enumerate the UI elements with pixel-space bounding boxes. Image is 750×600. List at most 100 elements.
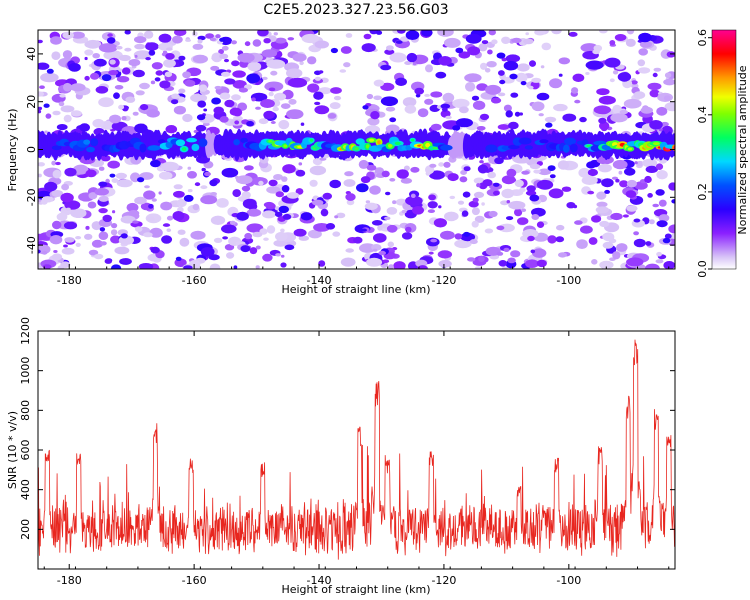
heatmap-speckle (529, 194, 540, 202)
heatmap-speckle (221, 224, 237, 234)
heatmap-speckle (501, 175, 516, 185)
heatmap-speckle (604, 57, 621, 68)
heatmap-band-cell (86, 146, 95, 153)
heatmap-speckle (143, 232, 153, 238)
heatmap-speckle (362, 105, 369, 110)
heatmap-speckle (58, 101, 65, 107)
heatmap-speckle (183, 265, 193, 269)
heatmap-speckle (64, 200, 81, 210)
heatmap-speckle (363, 33, 372, 40)
heatmap-speckle (278, 119, 290, 130)
heatmap-speckle (43, 103, 50, 108)
heatmap-speckle (255, 106, 261, 110)
heatmap-speckle (94, 188, 110, 196)
heatmap-speckle (462, 191, 471, 198)
heatmap-speckle (163, 58, 176, 68)
heatmap-speckle (530, 249, 536, 254)
heatmap-speckle (476, 126, 486, 131)
heatmap-speckle (187, 171, 197, 179)
heatmap-speckle (493, 182, 500, 187)
heatmap-speckle (644, 175, 652, 184)
heatmap-speckle (455, 47, 464, 54)
snr-x-tick-label: -100 (556, 574, 581, 587)
heatmap-speckle (263, 110, 275, 119)
heatmap-speckle (314, 105, 330, 115)
heatmap-speckle (430, 91, 443, 98)
heatmap-speckle (238, 87, 248, 93)
heatmap-speckle (252, 39, 262, 47)
heatmap-speckle (229, 220, 236, 225)
heatmap-speckle (623, 98, 642, 109)
heatmap-speckle (274, 211, 283, 217)
heatmap-x-ticks: -180 -160 -140 -120 -100 (43, 30, 670, 287)
heatmap-speckle (307, 56, 317, 65)
heatmap-speckle (154, 77, 161, 82)
heatmap-speckle (313, 91, 324, 100)
heatmap-speckle (447, 173, 459, 182)
heatmap-speckle (284, 244, 295, 251)
heatmap-speckle (282, 213, 292, 220)
heatmap-speckle (268, 179, 278, 187)
heatmap-speckle (111, 264, 122, 269)
heatmap-speckle (505, 110, 513, 118)
heatmap-speckle (596, 88, 610, 96)
heatmap-speckle (247, 61, 262, 72)
heatmap-speckle (53, 250, 58, 253)
heatmap-speckle (209, 263, 221, 269)
heatmap-speckle (64, 167, 77, 177)
heatmap-speckle (558, 73, 563, 77)
heatmap-speckle (288, 98, 297, 105)
heatmap-band-cell (508, 144, 520, 150)
heatmap-speckle (211, 52, 223, 63)
heatmap-speckle (501, 57, 508, 62)
heatmap-speckle (111, 223, 118, 229)
heatmap-speckle (655, 259, 664, 264)
heatmap-speckle (587, 190, 595, 195)
heatmap-speckle (553, 103, 568, 112)
heatmap-speckle (599, 220, 610, 228)
heatmap-speckle (175, 256, 182, 261)
heatmap-speckle (244, 232, 253, 240)
heatmap-speckle (38, 106, 43, 111)
heatmap-speckle (262, 210, 276, 219)
heatmap-speckle (184, 79, 196, 87)
heatmap-speckle (273, 239, 288, 247)
heatmap-band-cell (83, 139, 91, 145)
heatmap-speckle (112, 210, 116, 214)
heatmap-speckle (545, 122, 553, 128)
heatmap-speckle (547, 235, 557, 244)
heatmap-x-tick-label: -160 (182, 274, 207, 287)
heatmap-speckle (38, 244, 51, 255)
heatmap-speckle (232, 80, 247, 89)
heatmap-speckle (442, 92, 455, 103)
heatmap-speckle (41, 250, 48, 255)
heatmap-speckle (581, 175, 598, 185)
heatmap-speckle (471, 220, 479, 228)
heatmap-x-tick-label: -180 (57, 274, 82, 287)
heatmap-speckle (100, 241, 107, 246)
heatmap-speckle (640, 106, 653, 114)
heatmap-speckle (309, 179, 318, 187)
heatmap-speckle (105, 178, 110, 184)
heatmap-speckle (633, 238, 646, 248)
heatmap-speckle (574, 99, 581, 104)
heatmap-speckle (40, 72, 59, 83)
heatmap-speckle (314, 40, 329, 49)
heatmap-speckle (367, 117, 380, 126)
heatmap-speckle (282, 164, 296, 174)
heatmap-speckle (642, 158, 658, 168)
heatmap-speckle (633, 91, 646, 99)
heatmap-speckle (437, 30, 454, 37)
heatmap-speckle (610, 113, 628, 123)
heatmap-speckle (101, 74, 112, 82)
heatmap-speckle (525, 259, 539, 269)
heatmap-speckle (428, 194, 436, 201)
heatmap-speckle (609, 78, 615, 83)
heatmap-speckle (63, 244, 68, 248)
heatmap-speckle (241, 185, 251, 192)
heatmap-speckle (261, 49, 278, 58)
heatmap-speckle (124, 30, 131, 35)
heatmap-speckle (598, 95, 616, 105)
heatmap-speckle (664, 102, 675, 112)
heatmap-speckle (280, 262, 287, 268)
